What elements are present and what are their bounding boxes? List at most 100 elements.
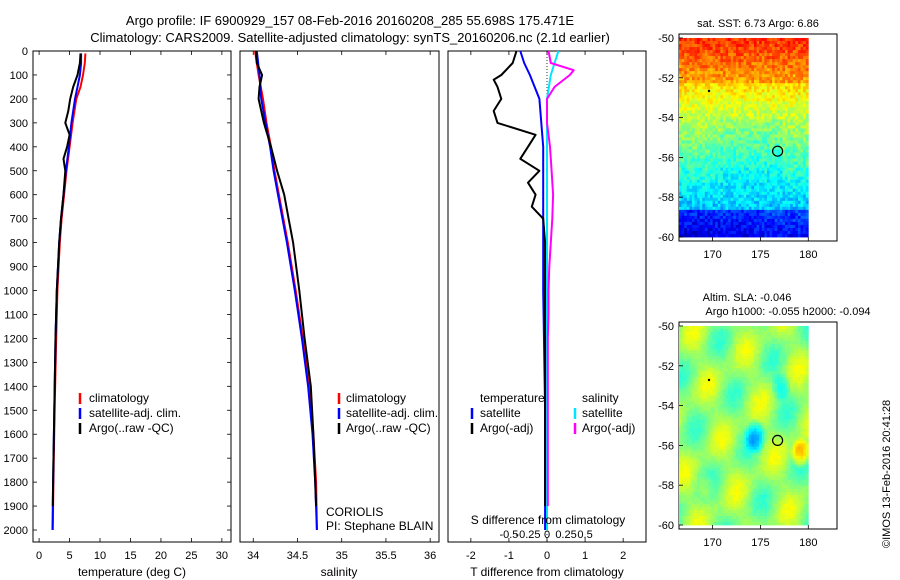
heatmap-cell — [702, 77, 706, 81]
heatmap-cell — [795, 104, 799, 108]
heatmap-cell — [782, 182, 786, 187]
heatmap-cell — [803, 356, 807, 360]
heatmap-cell — [699, 158, 703, 163]
heatmap-cell — [720, 83, 724, 87]
heatmap-cell — [764, 209, 768, 214]
heatmap-cell — [679, 53, 682, 57]
heatmap-cell — [803, 395, 807, 399]
heatmap-cell — [715, 77, 719, 81]
heatmap-cell — [702, 344, 706, 348]
temperature-plot-frame — [32, 50, 232, 543]
heatmap-cell — [766, 101, 770, 105]
heatmap-cell — [743, 140, 747, 144]
heatmap-cell — [689, 143, 693, 147]
heatmap-cell — [782, 218, 786, 223]
heatmap-cell — [697, 146, 701, 150]
heatmap-cell — [722, 194, 726, 199]
heatmap-cell — [777, 335, 781, 339]
heatmap-cell — [697, 53, 701, 57]
legend-label: satellite — [480, 406, 521, 420]
heatmap-cell — [697, 98, 701, 102]
heatmap-cell — [699, 56, 703, 60]
heatmap-cell — [805, 173, 809, 178]
heatmap-cell — [751, 116, 755, 120]
heatmap-cell — [686, 155, 690, 160]
heatmap-cell — [686, 89, 690, 93]
heatmap-cell — [761, 134, 765, 138]
heatmap-cell — [699, 164, 703, 169]
heatmap-cell — [722, 37, 726, 42]
heatmap-cell — [691, 347, 695, 351]
heatmap-cell — [702, 383, 706, 387]
heatmap-cell — [785, 37, 788, 42]
heatmap-cell — [681, 209, 685, 214]
heatmap-cell — [679, 110, 682, 114]
heatmap-cell — [679, 59, 682, 63]
heatmap-cell — [694, 116, 698, 120]
heatmap-cell — [803, 107, 807, 111]
heatmap-cell — [790, 200, 794, 205]
heatmap-cell — [715, 86, 719, 90]
heatmap-cell — [785, 80, 788, 84]
heatmap-cell — [712, 146, 716, 150]
heatmap-cell — [753, 386, 757, 390]
heatmap-cell — [697, 377, 701, 381]
heatmap-cell — [787, 338, 791, 342]
heatmap-cell — [766, 338, 770, 342]
heatmap-cell — [790, 182, 794, 187]
depth-tick-label: 1400 — [4, 381, 28, 393]
heatmap-cell — [735, 65, 739, 69]
heatmap-cell — [764, 122, 768, 126]
heatmap-cell — [764, 350, 768, 354]
heatmap-cell — [684, 347, 688, 351]
heatmap-cell — [710, 386, 714, 390]
heatmap-cell — [746, 191, 750, 196]
heatmap-cell — [712, 140, 716, 144]
heatmap-cell — [782, 212, 786, 217]
heatmap-cell — [733, 230, 737, 235]
heatmap-cell — [782, 176, 786, 181]
heatmap-cell — [717, 329, 721, 333]
heatmap-cell — [797, 398, 801, 402]
heatmap-cell — [743, 224, 747, 229]
heatmap-cell — [759, 338, 763, 342]
heatmap-cell — [702, 107, 706, 111]
heatmap-cell — [782, 380, 786, 384]
heatmap-cell — [691, 77, 695, 81]
heatmap-cell — [779, 131, 783, 135]
heatmap-cell — [764, 131, 768, 135]
heatmap-cell — [725, 347, 729, 351]
heatmap-cell — [702, 41, 706, 45]
heatmap-cell — [803, 77, 807, 81]
heatmap-cell — [756, 212, 760, 217]
heatmap-cell — [704, 338, 708, 342]
heatmap-cell — [766, 185, 770, 190]
heatmap-cell — [686, 325, 690, 330]
heatmap-cell — [741, 89, 745, 93]
heatmap-cell — [730, 44, 734, 48]
heatmap-cell — [717, 74, 721, 78]
heatmap-cell — [746, 344, 750, 348]
temperature-series — [51, 53, 87, 531]
heatmap-cell — [803, 377, 807, 381]
heatmap-cell — [679, 197, 682, 202]
heatmap-cell — [795, 215, 799, 220]
heatmap-cell — [738, 155, 742, 160]
heatmap-cell — [803, 191, 807, 196]
heatmap-cell — [684, 56, 688, 60]
heatmap-cell — [782, 59, 786, 63]
heatmap-cell — [782, 167, 786, 172]
heatmap-cell — [759, 404, 763, 408]
heatmap-cell — [725, 95, 729, 99]
heatmap-cell — [779, 68, 783, 72]
heatmap-cell — [772, 122, 776, 126]
heatmap-cell — [795, 188, 799, 193]
heatmap-cell — [679, 37, 682, 42]
heatmap-cell — [720, 386, 724, 390]
map-y-tick-label: -58 — [658, 192, 674, 204]
heatmap-cell — [748, 173, 752, 178]
heatmap-cell — [756, 185, 760, 190]
heatmap-cell — [759, 191, 763, 196]
heatmap-cell — [679, 56, 682, 60]
heatmap-cell — [748, 185, 752, 190]
